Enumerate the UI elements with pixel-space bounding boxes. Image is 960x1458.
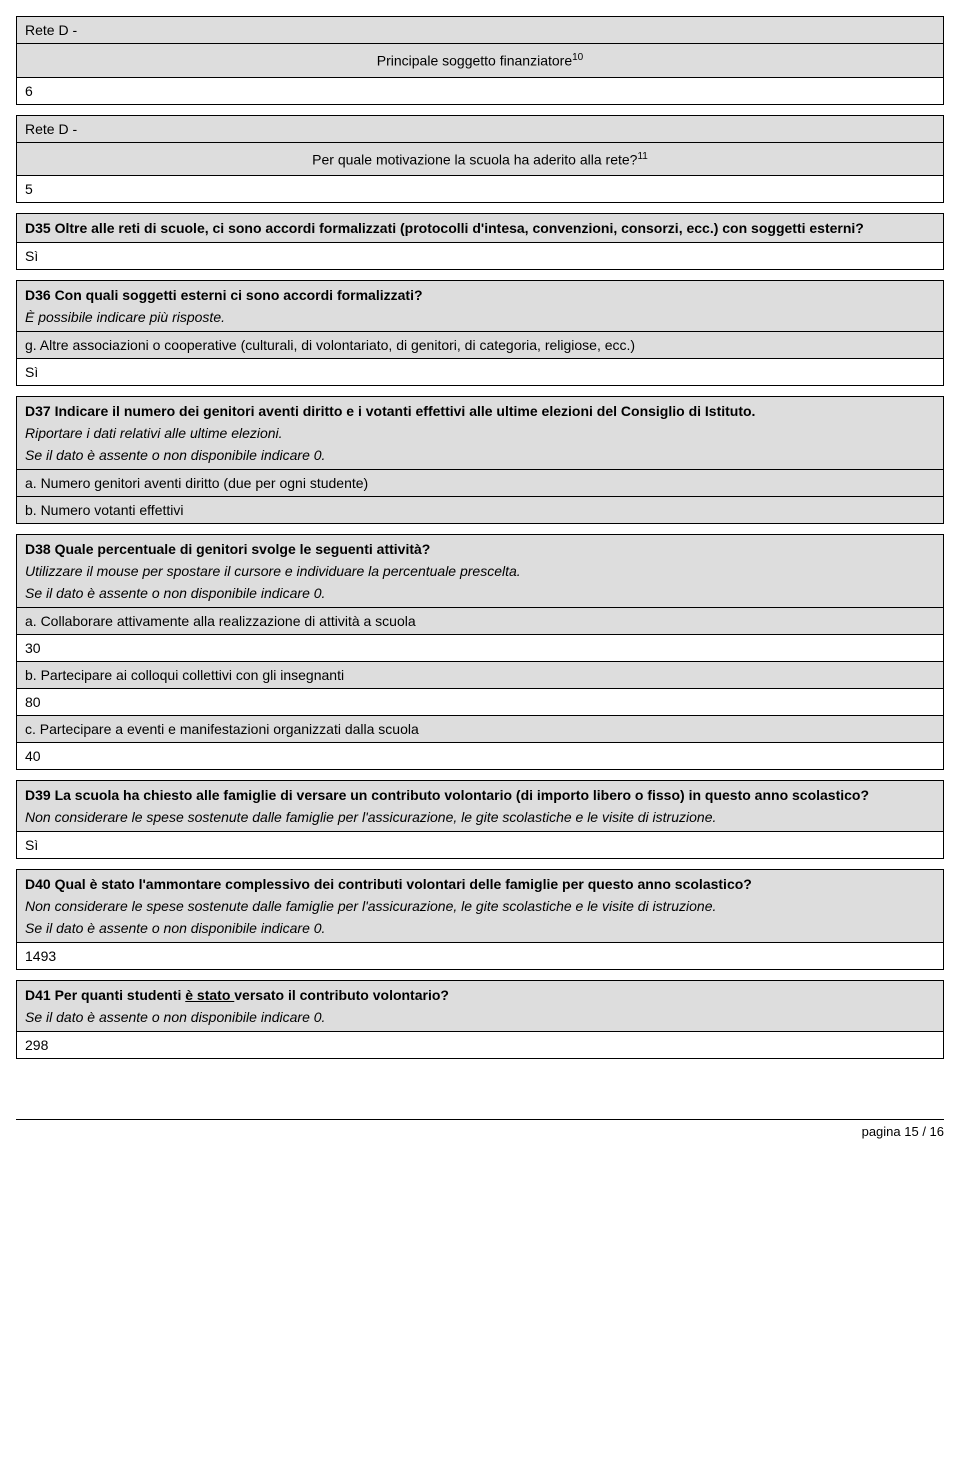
d41-answer: 298 [17,1032,943,1058]
d36-head: D36 Con quali soggetti esterni ci sono a… [17,281,943,332]
box-rete-d-finanziatore: Rete D - Principale soggetto finanziator… [16,16,944,105]
d38-b-label: b. Partecipare ai colloqui collettivi co… [17,662,943,689]
d35-question: D35 Oltre alle reti di scuole, ci sono a… [17,214,943,243]
box2-value: 5 [17,176,943,202]
d36-block: D36 Con quali soggetti esterni ci sono a… [16,280,944,386]
d37-head: D37 Indicare il numero dei genitori aven… [17,397,943,470]
d36-question: D36 Con quali soggetti esterni ci sono a… [25,287,935,303]
d38-a-value: 30 [17,635,943,662]
d39-block: D39 La scuola ha chiesto alle famiglie d… [16,780,944,859]
d38-hint2: Se il dato è assente o non disponibile i… [25,585,935,601]
box1-value: 6 [17,78,943,104]
d37-hint1: Riportare i dati relativi alle ultime el… [25,425,935,441]
d41-q-underlined: è stato [185,987,234,1003]
d40-hint1: Non considerare le spese sostenute dalle… [25,898,935,914]
box1-caption: Principale soggetto finanziatore [377,53,572,69]
d37-question: D37 Indicare il numero dei genitori aven… [25,403,935,419]
d37-hint2: Se il dato è assente o non disponibile i… [25,447,935,463]
d36-option: g. Altre associazioni o cooperative (cul… [17,332,943,359]
d40-head: D40 Qual è stato l'ammontare complessivo… [17,870,943,943]
box1-sup: 10 [572,52,583,63]
d39-answer: Sì [17,832,943,858]
d40-answer: 1493 [17,943,943,969]
d37-block: D37 Indicare il numero dei genitori aven… [16,396,944,524]
d37-b: b. Numero votanti effettivi [17,497,943,523]
d38-c-label: c. Partecipare a eventi e manifestazioni… [17,716,943,743]
d40-question: D40 Qual è stato l'ammontare complessivo… [25,876,935,892]
d35-block: D35 Oltre alle reti di scuole, ci sono a… [16,213,944,270]
box-rete-d-motivazione: Rete D - Per quale motivazione la scuola… [16,115,944,204]
d38-hint1: Utilizzare il mouse per spostare il curs… [25,563,935,579]
d40-hint2: Se il dato è assente o non disponibile i… [25,920,935,936]
d41-hint: Se il dato è assente o non disponibile i… [25,1009,935,1025]
d36-answer: Sì [17,359,943,385]
d36-hint: È possibile indicare più risposte. [25,309,935,325]
d37-a: a. Numero genitori aventi diritto (due p… [17,470,943,497]
d39-hint: Non considerare le spese sostenute dalle… [25,809,935,825]
d41-question: D41 Per quanti studenti è stato versato … [25,987,935,1003]
d41-block: D41 Per quanti studenti è stato versato … [16,980,944,1059]
d39-question: D39 La scuola ha chiesto alle famiglie d… [25,787,935,803]
box2-sup: 11 [637,151,647,162]
box1-header: Rete D - [17,17,943,44]
d40-block: D40 Qual è stato l'ammontare complessivo… [16,869,944,970]
d38-c-value: 40 [17,743,943,769]
d41-head: D41 Per quanti studenti è stato versato … [17,981,943,1032]
d35-answer: Sì [17,243,943,269]
d41-q-suffix: versato il contributo volontario? [234,987,449,1003]
box2-caption-row: Per quale motivazione la scuola ha aderi… [17,143,943,177]
d39-head: D39 La scuola ha chiesto alle famiglie d… [17,781,943,832]
d38-head: D38 Quale percentuale di genitori svolge… [17,535,943,608]
box1-caption-row: Principale soggetto finanziatore10 [17,44,943,78]
d41-q-prefix: D41 Per quanti studenti [25,987,185,1003]
page-footer: pagina 15 / 16 [16,1119,944,1139]
d38-block: D38 Quale percentuale di genitori svolge… [16,534,944,770]
d38-question: D38 Quale percentuale di genitori svolge… [25,541,935,557]
d38-a-label: a. Collaborare attivamente alla realizza… [17,608,943,635]
d38-b-value: 80 [17,689,943,716]
box2-header: Rete D - [17,116,943,143]
box2-caption: Per quale motivazione la scuola ha aderi… [312,151,637,167]
